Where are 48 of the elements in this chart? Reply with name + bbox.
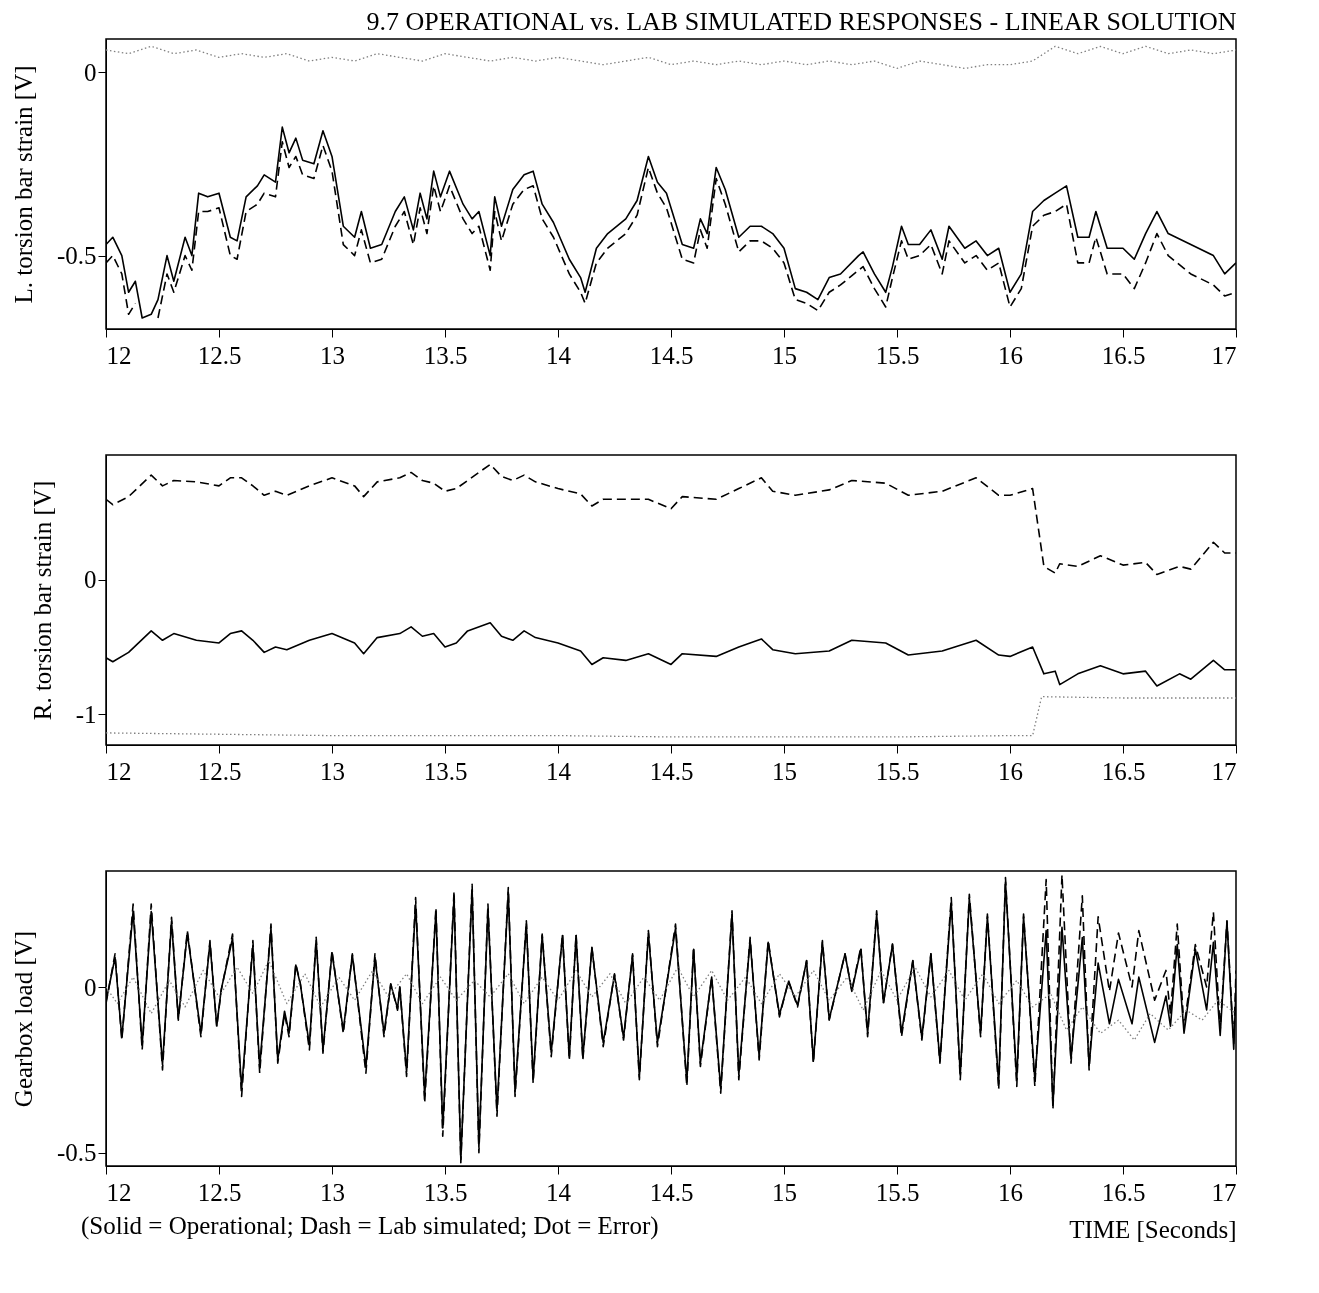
x-tick-label: 12.5 bbox=[197, 1178, 242, 1206]
x-tick-label: 16.5 bbox=[1101, 757, 1146, 785]
x-tick-label: 15 bbox=[772, 757, 797, 785]
x-tick-label: 17 bbox=[1211, 1178, 1237, 1206]
line-series bbox=[106, 45, 1236, 70]
x-tick-label: 16.5 bbox=[1101, 1178, 1146, 1206]
y-axis-title: R. torsion bar strain [V] bbox=[28, 480, 56, 721]
x-tick-label: 12 bbox=[106, 341, 132, 369]
x-tick-label: 16 bbox=[998, 341, 1023, 369]
x-tick-label: 14 bbox=[546, 1178, 572, 1206]
x-tick-label: 16 bbox=[998, 1178, 1023, 1206]
x-tick-label: 14.5 bbox=[649, 341, 694, 369]
y-tick-label: 0 bbox=[84, 566, 97, 594]
x-tick-label: 14.5 bbox=[649, 757, 694, 785]
x-tick-label: 14 bbox=[546, 757, 572, 785]
x-tick-label: 15 bbox=[772, 341, 797, 369]
x-tick-label: 15 bbox=[772, 1178, 797, 1206]
x-tick-label: 13.5 bbox=[423, 1178, 468, 1206]
line-series bbox=[106, 959, 1236, 1041]
x-tick-label: 13.5 bbox=[423, 341, 468, 369]
line-series bbox=[106, 696, 1236, 738]
x-tick-label: 17 bbox=[1211, 341, 1237, 369]
x-tick-label: 15.5 bbox=[875, 1178, 920, 1206]
text: (Solid = Operational; Dash = Lab simulated; Dot = Error) bbox=[81, 1212, 659, 1240]
x-tick-label: 14 bbox=[546, 341, 572, 369]
y-tick-label: 0 bbox=[84, 973, 97, 1001]
x-tick-label: 13.5 bbox=[423, 757, 468, 785]
x-tick-label: 17 bbox=[1211, 757, 1237, 785]
x-tick-label: 16.5 bbox=[1101, 341, 1146, 369]
y-axis-title: L. torsion bar strain [V] bbox=[9, 65, 37, 304]
x-tick-label: 12 bbox=[106, 757, 132, 785]
x-axis-title: TIME [Seconds] bbox=[1069, 1215, 1237, 1243]
x-tick-label: 14.5 bbox=[649, 1178, 694, 1206]
y-tick-label: 0 bbox=[84, 58, 97, 86]
x-tick-label: 13 bbox=[320, 757, 345, 785]
x-tick-label: 12 bbox=[106, 1178, 132, 1206]
x-tick-label: 15.5 bbox=[875, 757, 920, 785]
x-tick-label: 13 bbox=[320, 1178, 345, 1206]
y-tick-label: -0.5 bbox=[56, 1139, 97, 1167]
y-tick-label: -1 bbox=[75, 700, 97, 728]
x-tick-label: 15.5 bbox=[875, 341, 920, 369]
x-tick-label: 12.5 bbox=[197, 341, 242, 369]
x-tick-label: 12.5 bbox=[197, 757, 242, 785]
chart-title: 9.7 OPERATIONAL vs. LAB SIMULATED RESPONSES - LINEAR SOLUTION bbox=[366, 7, 1237, 36]
y-tick-label: -0.5 bbox=[56, 242, 97, 270]
x-tick-label: 16 bbox=[998, 757, 1023, 785]
x-tick-label: 13 bbox=[320, 341, 345, 369]
y-axis-title: Gearbox load [V] bbox=[9, 930, 37, 1108]
